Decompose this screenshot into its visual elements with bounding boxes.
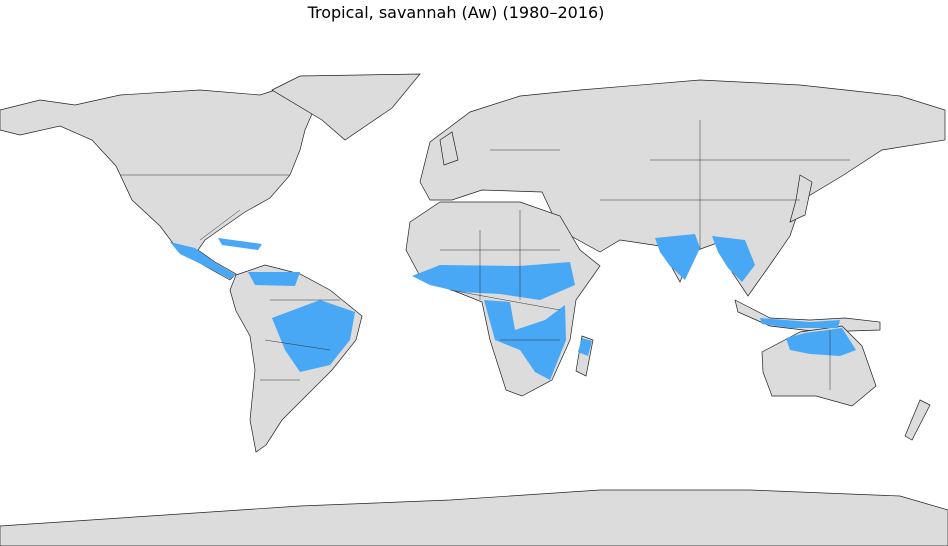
north-australia-aw	[786, 328, 856, 356]
north-america	[0, 81, 319, 281]
antarctica	[0, 489, 948, 546]
land	[0, 73, 948, 546]
caribbean-aw	[218, 238, 262, 250]
india-aw	[655, 234, 700, 280]
indonesia-aw	[760, 318, 840, 328]
madagascar-aw	[578, 338, 592, 356]
map-title: Tropical, savannah (Aw) (1980–2016)	[307, 3, 605, 22]
central-america-aw	[170, 242, 236, 279]
new-zealand	[904, 399, 931, 441]
sahel-aw	[412, 262, 575, 300]
southeast-asia-aw	[712, 236, 755, 282]
uk	[439, 131, 459, 166]
brazil-aw	[272, 300, 355, 372]
greenland	[271, 73, 421, 141]
country-borders	[120, 120, 850, 390]
borders	[120, 120, 850, 390]
venezuela-aw	[248, 272, 300, 286]
japan	[789, 174, 813, 223]
